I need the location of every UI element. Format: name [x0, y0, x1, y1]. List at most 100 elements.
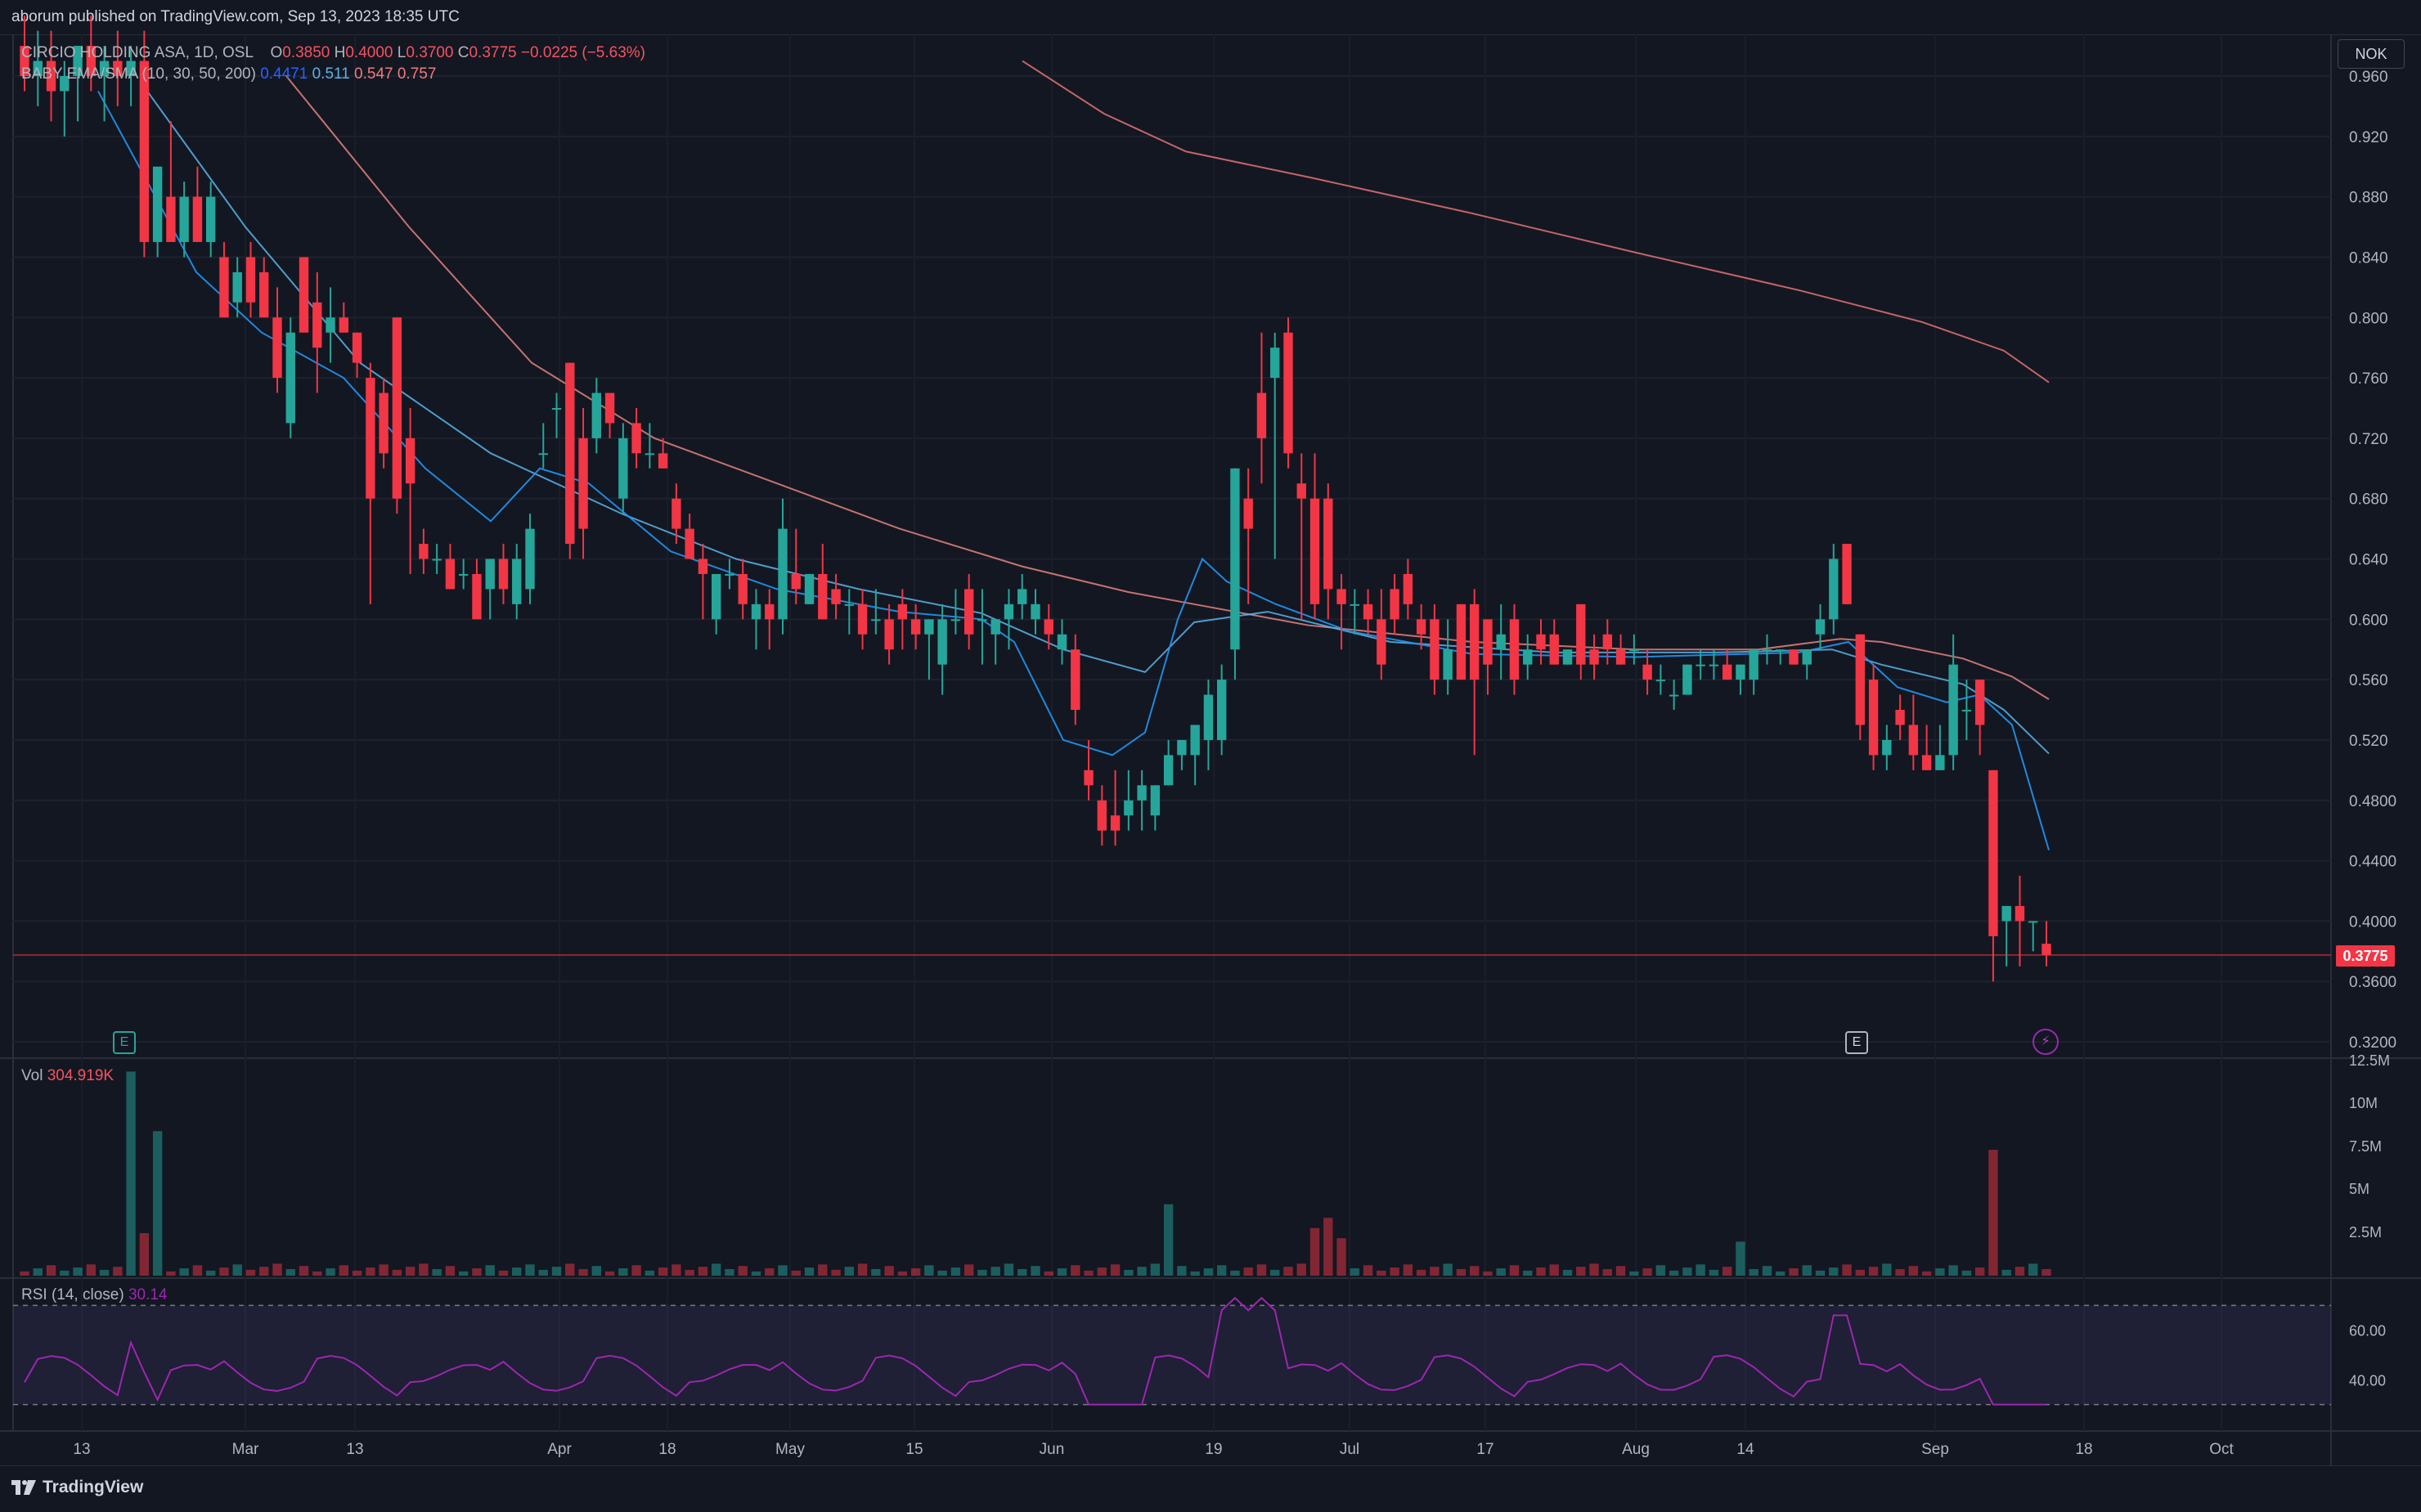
volume-bar [1523, 1270, 1533, 1276]
price-tick-label: 0.600 [2349, 612, 2388, 629]
volume-bar [1655, 1265, 1666, 1276]
candle-body [1296, 483, 1306, 499]
volume-bar [578, 1268, 588, 1276]
candle-body [192, 196, 203, 242]
volume-bar [1562, 1269, 1573, 1276]
volume-bar [937, 1270, 947, 1276]
volume-bar [618, 1268, 628, 1276]
volume-bar [1921, 1271, 1932, 1276]
volume-bar [1163, 1204, 1174, 1276]
volume-bar [645, 1270, 655, 1276]
symbol-label[interactable]: CIRCIO HOLDING ASA, 1D, OSL [21, 44, 254, 61]
volume-bar [525, 1264, 535, 1276]
volume-bar [2001, 1269, 2011, 1276]
volume-bar [604, 1271, 615, 1276]
volume-bar [831, 1269, 841, 1276]
candle-body [179, 196, 189, 242]
candle-body [166, 196, 176, 242]
candle-body [1682, 664, 1692, 695]
low-value: 0.3700 [406, 44, 454, 61]
volume-tick-label: 5M [2349, 1181, 2369, 1197]
volume-bar [245, 1269, 256, 1276]
volume-tick-label: 12.5M [2349, 1052, 2390, 1069]
volume-bar [33, 1268, 43, 1276]
volume-bar [432, 1268, 442, 1276]
rsi-line [24, 1296, 2046, 1406]
candle-body [1895, 710, 1905, 725]
rsi-label[interactable]: RSI (14, close) [21, 1286, 124, 1303]
volume-bar [1031, 1266, 1040, 1276]
volume-bar [99, 1269, 110, 1276]
time-tick-label: 17 [1476, 1441, 1493, 1458]
currency-badge[interactable]: NOK [2338, 39, 2405, 69]
candle-body [99, 61, 110, 76]
candle-body [672, 498, 681, 529]
candle-body [472, 573, 482, 620]
rsi-tick-label: 60.00 [2349, 1323, 2386, 1339]
volume-bar [1589, 1263, 1599, 1276]
volume-bar [1496, 1268, 1506, 1276]
volume-bar [1270, 1269, 1280, 1276]
candle-body [2028, 921, 2038, 923]
volume-bar [219, 1267, 229, 1276]
price-tick-label: 0.4000 [2349, 913, 2396, 931]
candle-body [1696, 664, 1705, 666]
volume-bar [1110, 1264, 1121, 1276]
volume-bar [1283, 1267, 1293, 1276]
dividend-marker[interactable]: ⚡ [2032, 1029, 2059, 1055]
volume-bar [1882, 1263, 1892, 1276]
candle-body [1456, 603, 1467, 680]
volume-bar [445, 1266, 456, 1276]
candle-body [299, 257, 309, 333]
volume-bar [458, 1271, 469, 1276]
candle-body [1736, 664, 1745, 680]
volume-bar [1044, 1271, 1053, 1276]
candle-body [326, 317, 335, 333]
volume-bar [658, 1267, 668, 1276]
candle-body [1749, 649, 1758, 680]
candle-body [498, 559, 509, 590]
volume-bar [1363, 1265, 1373, 1276]
candle-body [844, 603, 855, 606]
indicator-label[interactable]: BABY EMA/SMA (10, 30, 50, 200) [21, 65, 256, 83]
time-tick-label: 19 [1205, 1441, 1222, 1458]
candle-body [1377, 619, 1386, 665]
volume-bar [166, 1271, 176, 1276]
candle-body [1443, 649, 1453, 680]
close-label: C [457, 44, 469, 61]
volume-bar [1722, 1267, 1732, 1276]
volume-label[interactable]: Vol [21, 1067, 43, 1084]
candle-body [1855, 634, 1866, 725]
volume-bar [1776, 1271, 1785, 1276]
volume-bar [1549, 1264, 1559, 1276]
candle-body [1882, 739, 1892, 756]
candle-body [1124, 800, 1134, 816]
earnings-marker[interactable]: E [1845, 1031, 1868, 1054]
candle-body [1549, 634, 1559, 665]
volume-bar [472, 1268, 482, 1276]
candle-body [791, 573, 801, 590]
time-tick-label: 14 [1736, 1441, 1754, 1458]
volume-bar [512, 1267, 522, 1276]
volume-bar [312, 1271, 322, 1276]
candle-body [1004, 603, 1014, 620]
volume-bar [259, 1267, 269, 1276]
price-tick-label: 0.880 [2349, 190, 2388, 207]
tradingview-logo[interactable]: TradingView [11, 1478, 143, 1497]
volume-bar [1908, 1266, 1919, 1276]
earnings-marker[interactable]: E [113, 1031, 136, 1054]
volume-bar [232, 1264, 242, 1276]
time-tick-label: Aug [1622, 1441, 1650, 1458]
time-tick-label: 13 [73, 1441, 90, 1458]
price-tick-label: 0.680 [2349, 491, 2388, 509]
volume-bar [1895, 1268, 1905, 1276]
candle-body [512, 559, 522, 604]
candle-body [990, 619, 1000, 635]
candle-body [1323, 498, 1333, 590]
candle-body [1961, 710, 1972, 712]
candle-body [1203, 694, 1214, 740]
candle-body [1974, 680, 1985, 725]
candle-body [1110, 815, 1121, 831]
